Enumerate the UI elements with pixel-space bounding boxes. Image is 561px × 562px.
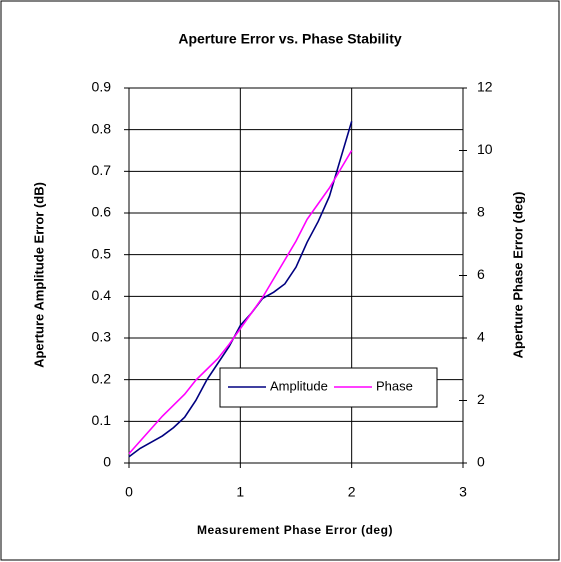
chart-title: Aperture Error vs. Phase Stability (178, 31, 402, 47)
y2-tick-label: 12 (477, 79, 493, 95)
y2-tick-label: 2 (477, 391, 485, 407)
line-series (128, 150, 353, 455)
plot-border (128, 87, 464, 464)
x-tick-label: 0 (125, 484, 133, 500)
x-axis-title: Measurement Phase Error (deg) (197, 523, 393, 537)
y2-tick-label: 10 (477, 141, 493, 157)
y-tick-label: 0.3 (92, 329, 112, 345)
y2-tick-label: 0 (477, 454, 485, 470)
y2-tick-label: 4 (477, 329, 485, 345)
y-tick-label: 0.4 (92, 287, 112, 303)
x-tick-label: 3 (459, 484, 467, 500)
y-tick-label: 0.7 (92, 162, 112, 178)
y-tick-label: 0.2 (92, 370, 112, 386)
legend-label: Phase (376, 378, 413, 393)
y-axis-title: Aperture Amplitude Error (dB) (31, 182, 46, 368)
y-tick-label: 0 (103, 454, 111, 470)
y2-axis-title: Aperture Phase Error (deg) (510, 192, 525, 359)
y2-tick-label: 6 (477, 266, 485, 282)
y-tick-label: 0.8 (92, 120, 112, 136)
y-tick-label: 0.5 (92, 245, 112, 261)
x-tick-label: 2 (348, 484, 356, 500)
legend-label: Amplitude (270, 378, 328, 393)
y-tick-label: 0.9 (92, 79, 112, 95)
x-tick-label: 1 (236, 484, 244, 500)
line-series (128, 121, 353, 458)
y-tick-label: 0.1 (92, 412, 112, 428)
y2-tick-label: 8 (477, 204, 485, 220)
y-tick-label: 0.6 (92, 204, 112, 220)
